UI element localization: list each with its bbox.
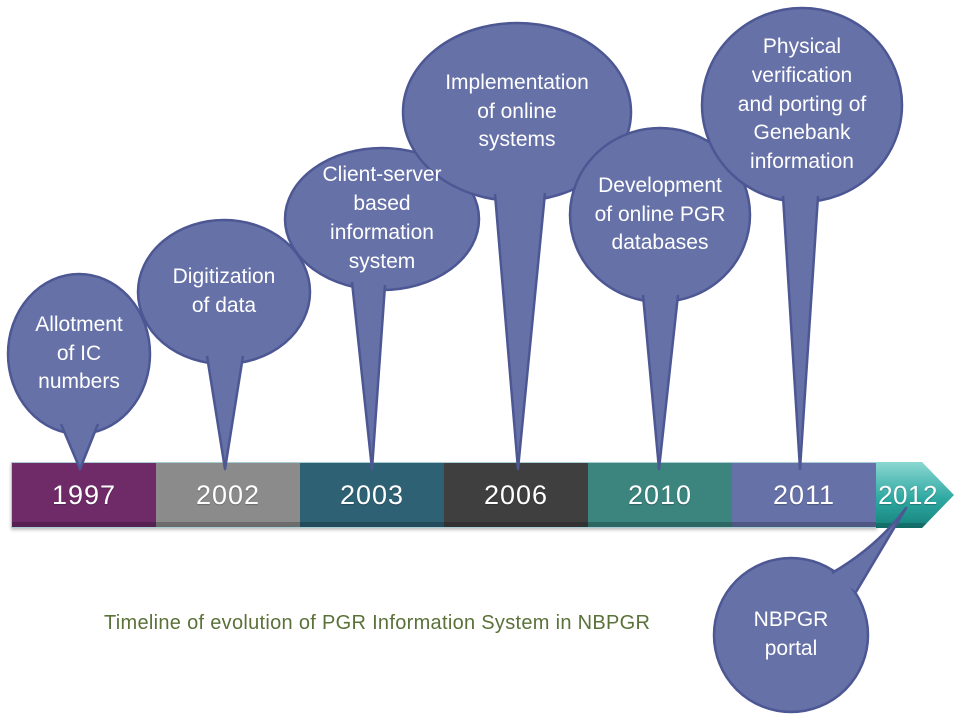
segment-1997: 1997 — [12, 463, 156, 527]
segment-2011: 2011 — [732, 463, 876, 527]
year-label-2011: 2011 — [772, 479, 836, 510]
balloon-physical-verification-tail — [781, 195, 820, 471]
balloon-text-physical-verification: Physical verification and porting of Gen… — [737, 34, 867, 174]
year-label-2010: 2010 — [627, 479, 693, 510]
segment-2003: 2003 — [300, 463, 444, 527]
segment-2006: 2006 — [444, 463, 588, 527]
balloon-text-allotment: Allotment of IC numbers — [35, 312, 123, 394]
year-label-2002: 2002 — [195, 479, 261, 510]
year-label-2012: 2012 — [878, 479, 938, 510]
segment-2010: 2010 — [588, 463, 732, 527]
balloon-development-tail — [641, 294, 680, 471]
segment-2002: 2002 — [156, 463, 300, 527]
balloon-text-client-server: Client-server based information system — [322, 163, 442, 273]
balloon-digitization-tail — [205, 355, 245, 471]
balloon-implementation-tail — [493, 192, 547, 471]
balloon-client-server — [283, 146, 481, 292]
year-label-2003: 2003 — [339, 479, 405, 510]
balloon-implementation — [401, 21, 633, 203]
balloon-nbpgr-portal — [712, 556, 870, 714]
segment-2012-arrow: 2012 — [876, 462, 954, 528]
balloon-text-implementation: Implementation of online systems — [445, 70, 589, 152]
balloon-digitization — [136, 218, 312, 366]
slide-caption: Timeline of evolution of PGR Information… — [104, 612, 651, 634]
year-label-2006: 2006 — [483, 479, 549, 510]
balloon-development — [568, 126, 752, 304]
year-label-1997: 1997 — [51, 479, 117, 510]
balloon-physical-verification — [700, 6, 904, 204]
balloon-text-digitization: Digitization of data — [172, 265, 276, 317]
balloon-text-development: Development of online PGR databases — [594, 173, 726, 255]
balloon-text-nbpgr-portal: NBPGR portal — [753, 608, 829, 660]
timeline-bar: 1997 2002 2003 2006 2010 2011 — [11, 462, 877, 528]
balloon-allotment — [6, 272, 152, 436]
balloon-client-server-tail — [350, 281, 387, 471]
